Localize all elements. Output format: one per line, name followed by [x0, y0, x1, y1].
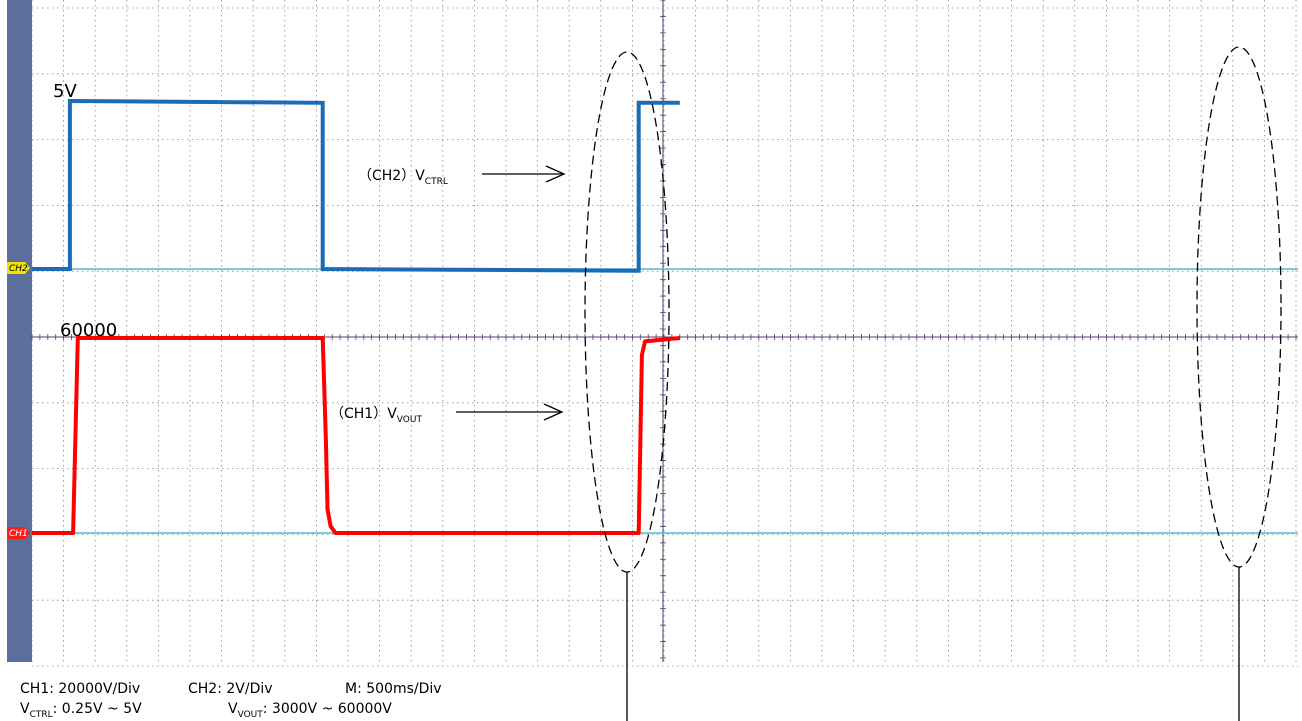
ch1-marker: CH1	[7, 527, 30, 539]
grid	[31, 0, 1298, 667]
time-scale: M: 500ms/Div	[345, 681, 442, 697]
ch1-annotation: （CH1）VVOUT	[330, 403, 564, 425]
ch2-scale: CH2: 2V/Div	[188, 681, 273, 697]
ch2-annotation-sub: CTRL	[425, 177, 448, 187]
ch2-marker: CH2	[7, 262, 30, 274]
ch1-annotation-text: （CH1）V	[330, 406, 397, 422]
falling-edge-ellipse	[584, 51, 670, 573]
ch2-annotation: （CH2）VCTRL	[358, 165, 566, 187]
footer: CH1: 20000V/Div CH2: 2V/Div M: 500ms/Div…	[20, 681, 442, 720]
vvout-range: VVOUT: 3000V ~ 60000V	[228, 701, 392, 720]
series-line-ch1	[32, 336, 680, 535]
svg-text:CH1: CH1	[9, 529, 28, 539]
svg-text:（CH1）VVOUT: （CH1）VVOUT	[330, 406, 422, 425]
rising-edge-ellipse	[1196, 46, 1282, 568]
ch2-annotation-text: （CH2）V	[358, 168, 425, 184]
svg-text:（CH2）VCTRL: （CH2）VCTRL	[358, 168, 448, 187]
svg-text:CH2: CH2	[9, 264, 28, 274]
ch2-max-label: 5V	[53, 81, 77, 102]
vctrl-range: VCTRL: 0.25V ~ 5V	[20, 701, 142, 720]
ch1-max-label: 60000	[60, 320, 117, 341]
ch1-scale: CH1: 20000V/Div	[20, 681, 140, 697]
series-line-ch2	[32, 98, 680, 273]
left-bar	[7, 0, 32, 662]
ch1-annotation-sub: VOUT	[397, 415, 423, 425]
